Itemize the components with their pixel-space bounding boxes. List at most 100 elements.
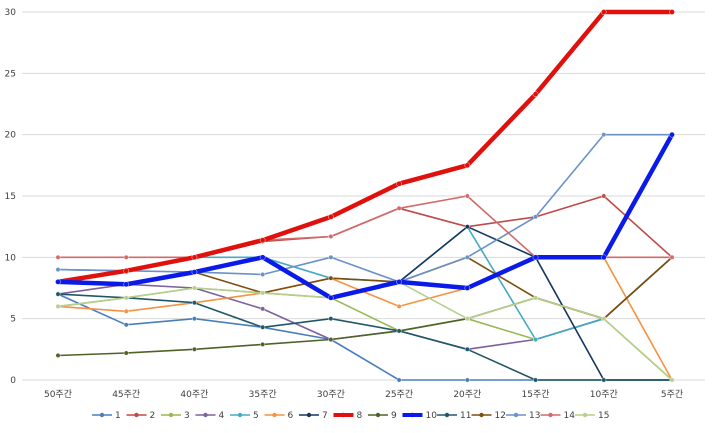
data-point [464,316,470,322]
data-point [123,254,129,260]
series-7 [55,224,675,383]
data-point [533,377,538,383]
data-point [123,281,130,288]
x-tick-label: 50주간 [44,389,72,400]
data-point [601,377,607,383]
series-1 [55,291,675,383]
data-point [123,350,129,356]
x-tick-label: 45주간 [112,389,140,400]
legend-label: 8 [357,411,363,421]
series-line-7 [57,225,673,381]
data-point [601,132,607,138]
series-line-11 [57,293,673,381]
legend-item-12: 12 [471,411,506,421]
data-point [192,346,197,352]
data-point [123,295,129,301]
data-point [260,272,266,277]
legend-label: 13 [529,411,540,421]
legend-swatch-marker [513,412,519,418]
legend-label: 6 [288,411,294,421]
series-line-10 [55,132,675,301]
data-point [328,295,334,301]
data-point [55,291,61,297]
legend-label: 4 [219,411,225,421]
data-point [396,328,402,334]
legend-label: 7 [322,411,328,421]
legend: 1 2 3 4 5 6 7 8 9 10 11 12 13 14 15 [92,411,609,421]
data-point [464,193,470,199]
data-point [464,377,470,383]
data-point [601,316,607,322]
legend-item-8: 8 [333,411,363,421]
legend-swatch-marker [99,412,105,418]
series-13 [55,132,675,285]
legend-item-14: 14 [540,411,575,421]
legend-item-9: 9 [368,411,397,421]
legend-label: 3 [184,411,190,421]
x-tick-label: 10주간 [590,389,618,400]
data-point [260,306,266,312]
legend-item-7: 7 [299,411,328,421]
legend-swatch-marker [479,412,484,418]
legend-swatch-marker [444,412,450,418]
series-line-15 [57,281,673,381]
legend-swatch-marker [168,412,174,418]
data-point [260,324,266,330]
data-point [669,377,675,383]
data-point [396,303,402,309]
data-point [55,279,61,285]
legend-swatch-marker [306,412,312,418]
legend-label: 5 [253,411,259,421]
legend-swatch-marker [582,412,588,418]
series-10 [55,131,675,301]
data-point [669,254,675,260]
data-point [532,254,539,261]
data-point [191,254,198,261]
y-tick-label: 15 [5,192,16,202]
data-point [55,254,61,260]
data-point [328,316,334,322]
data-point [328,337,334,342]
legend-item-6: 6 [264,411,294,421]
legend-label: 2 [150,411,156,421]
series-line-3 [57,287,673,381]
legend-item-2: 2 [126,411,156,421]
data-point [55,353,61,358]
legend-swatch-marker [237,412,243,418]
y-tick-label: 0 [10,376,16,386]
data-point [601,193,607,199]
data-point [533,214,538,220]
data-point [192,316,197,322]
data-point [191,269,198,275]
x-tick-label: 15주간 [522,389,550,400]
legend-swatch-marker [548,412,553,418]
data-point [464,254,470,260]
data-point [259,237,266,243]
legend-swatch-marker [410,412,415,418]
data-point [55,267,61,272]
data-point [600,9,607,15]
data-point [192,300,197,306]
series-line-13 [57,133,673,283]
series-15 [55,279,675,383]
x-tick-label: 20주간 [453,389,481,400]
legend-item-13: 13 [506,411,540,421]
data-point [259,254,266,261]
data-point [123,308,129,314]
x-tick-label: 35주간 [249,389,277,400]
data-point [396,279,402,285]
axes: 0 5 10 15 20 25 30 50주간 45주간 40주간 35주간 30주간 25주간 20주간… [5,8,684,400]
legend-label: 12 [495,411,506,421]
data-point [328,234,334,239]
data-point [533,337,538,342]
legend-label: 1 [115,411,121,421]
series-11 [55,291,675,383]
data-point [533,295,538,301]
legend-swatch-marker [134,412,139,418]
legend-item-10: 10 [402,411,437,421]
legend-label: 9 [391,411,397,421]
x-tick-label: 40주간 [180,389,208,400]
legend-item-1: 1 [92,411,121,421]
x-tick-label: 30주간 [317,389,345,400]
